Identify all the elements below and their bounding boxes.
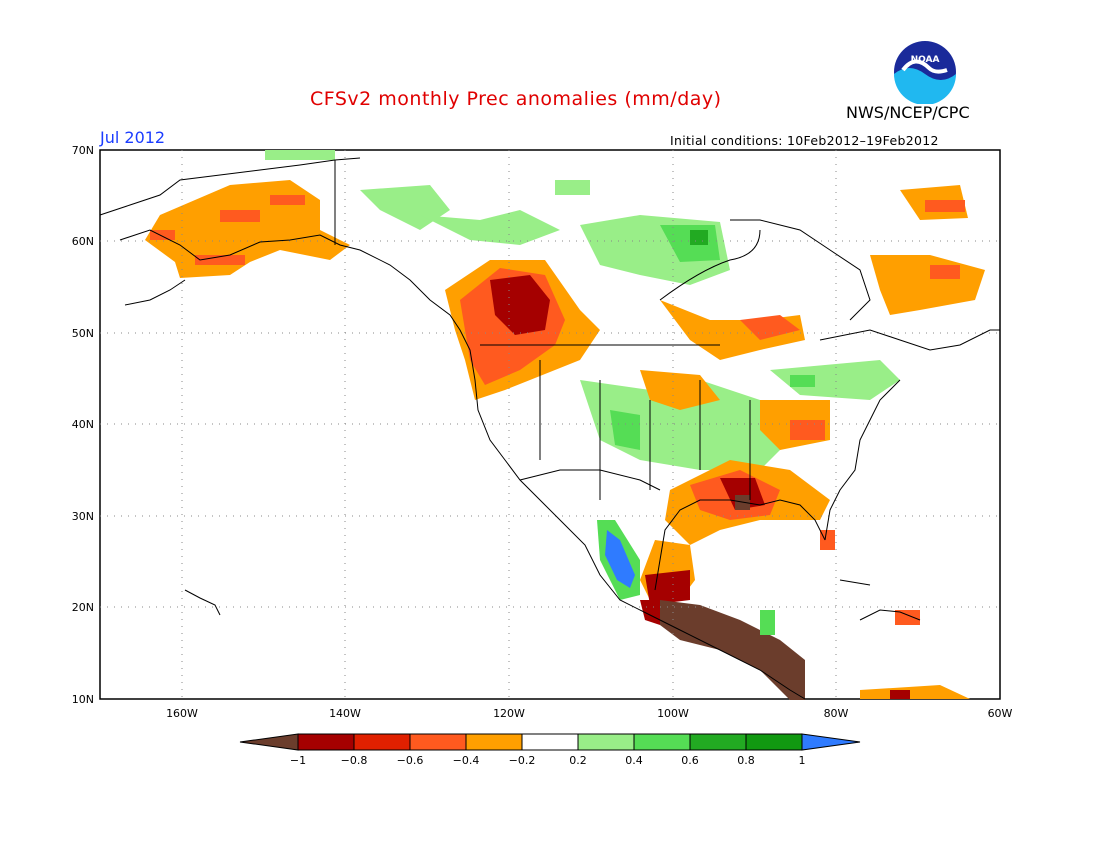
colorbar-label: −0.6 xyxy=(397,754,424,767)
colorbar-label: 0.4 xyxy=(625,754,643,767)
colorbar-label: 1 xyxy=(799,754,806,767)
lat-label: 70N xyxy=(72,144,94,157)
colorbar-label: −0.8 xyxy=(341,754,368,767)
lon-label: 80W xyxy=(824,707,849,720)
lon-label: 160W xyxy=(166,707,198,720)
colorbar-swatch xyxy=(465,733,523,751)
lon-label: 100W xyxy=(657,707,689,720)
period-label: Jul 2012 xyxy=(100,128,166,147)
org-label: NWS/NCEP/CPC xyxy=(846,103,970,122)
colorbar: −1 −0.8 −0.6 −0.4 −0.2 0.2 0.4 0.6 0.8 1 xyxy=(239,733,861,767)
colorbar-label: 0.8 xyxy=(737,754,755,767)
colorbar-swatch xyxy=(409,733,467,751)
anomaly-field xyxy=(145,150,985,700)
colorbar-swatch xyxy=(353,733,411,751)
lat-label: 20N xyxy=(72,601,94,614)
lon-label: 60W xyxy=(988,707,1013,720)
coastlines xyxy=(99,157,1000,700)
lat-label: 50N xyxy=(72,327,94,340)
anomaly-mexico-wet-extreme xyxy=(605,530,635,588)
colorbar-label: −1 xyxy=(290,754,306,767)
colorbar-max-arrow xyxy=(801,733,861,751)
anomaly-central-america-dry-extreme xyxy=(660,600,805,700)
map-title: CFSv2 monthly Prec anomalies (mm/day) xyxy=(310,88,722,110)
noaa-logo: NOAA xyxy=(894,41,956,104)
colorbar-label: 0.2 xyxy=(569,754,587,767)
lat-label: 40N xyxy=(72,418,94,431)
colorbar-swatch xyxy=(577,733,635,751)
initial-conditions-label: Initial conditions: 10Feb2012–19Feb2012 xyxy=(670,133,939,148)
noaa-logo-text: NOAA xyxy=(911,55,940,65)
colorbar-swatch xyxy=(745,733,803,751)
lon-axis-labels: 160W 140W 120W 100W 80W 60W xyxy=(166,707,1012,720)
lat-label: 60N xyxy=(72,235,94,248)
colorbar-label: 0.6 xyxy=(681,754,699,767)
colorbar-swatch xyxy=(689,733,747,751)
colorbar-swatch xyxy=(297,733,355,751)
lon-label: 120W xyxy=(493,707,525,720)
anomaly-alaska-dry-core xyxy=(220,210,260,222)
colorbar-min-arrow xyxy=(239,733,299,751)
map-grid xyxy=(100,150,1000,699)
lon-label: 140W xyxy=(329,707,361,720)
lat-label: 30N xyxy=(72,510,94,523)
lat-axis-labels: 70N 60N 50N 40N 30N 20N 10N xyxy=(72,144,94,706)
anomaly-northwest-dry-core xyxy=(490,275,550,335)
colorbar-label: −0.4 xyxy=(453,754,480,767)
lat-label: 10N xyxy=(72,693,94,706)
colorbar-swatch xyxy=(633,733,691,751)
colorbar-swatch xyxy=(521,733,579,751)
colorbar-label: −0.2 xyxy=(509,754,536,767)
